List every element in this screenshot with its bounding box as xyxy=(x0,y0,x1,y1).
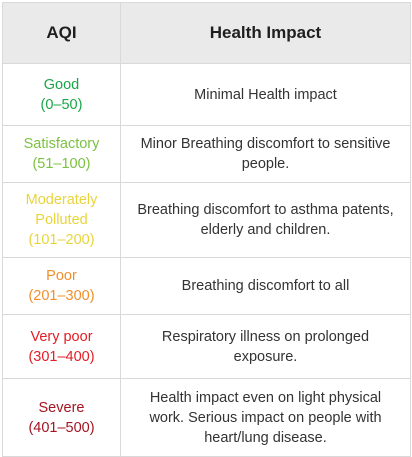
aqi-level-name-line-2: Polluted xyxy=(35,212,88,228)
health-impact-text: Respiratory illness on prolonged exposur… xyxy=(120,314,411,379)
aqi-level-name: Very poor xyxy=(30,328,93,345)
header-aqi: AQI xyxy=(2,2,121,64)
aqi-level-name: Severe xyxy=(38,399,85,416)
health-impact-text: Minor Breathing discomfort to sensitive … xyxy=(120,125,411,183)
aqi-level-range: (101–200) xyxy=(28,232,95,248)
aqi-level-cell: Poor (201–300) xyxy=(2,257,121,315)
table-row-poor: Poor (201–300) Breathing discomfort to a… xyxy=(2,257,411,315)
table-row-very-poor: Very poor (301–400) Respiratory illness … xyxy=(2,314,411,379)
aqi-level-cell: Good (0–50) xyxy=(2,63,121,126)
aqi-level-range: (201–300) xyxy=(28,288,95,304)
health-impact-text: Minimal Health impact xyxy=(120,63,411,126)
header-health-impact: Health Impact xyxy=(120,2,411,64)
health-impact-text: Breathing discomfort to all xyxy=(120,257,411,315)
aqi-level-cell: Very poor (301–400) xyxy=(2,314,121,379)
aqi-level-name-line-1: Moderately xyxy=(25,192,98,208)
aqi-level-range: (0–50) xyxy=(40,96,83,113)
aqi-level-name: Poor xyxy=(46,268,77,284)
table-row-severe: Severe (401–500) Health impact even on l… xyxy=(2,378,411,457)
aqi-level-range: (301–400) xyxy=(28,348,95,365)
table-row-good: Good (0–50) Minimal Health impact xyxy=(2,63,411,126)
table-row-moderately-polluted: Moderately Polluted (101–200) Breathing … xyxy=(2,182,411,258)
aqi-level-range: (401–500) xyxy=(28,419,95,436)
health-impact-text: Health impact even on light physical wor… xyxy=(120,378,411,457)
aqi-level-name: Satisfactory xyxy=(23,136,100,152)
aqi-level-cell: Satisfactory (51–100) xyxy=(2,125,121,183)
header-row: AQI Health Impact xyxy=(2,2,411,64)
aqi-level-cell: Severe (401–500) xyxy=(2,378,121,457)
health-impact-text: Breathing discomfort to asthma patents, … xyxy=(120,182,411,258)
aqi-level-cell: Moderately Polluted (101–200) xyxy=(2,182,121,258)
aqi-level-range: (51–100) xyxy=(32,156,91,172)
aqi-level-name: Good xyxy=(43,76,80,93)
table-row-satisfactory: Satisfactory (51–100) Minor Breathing di… xyxy=(2,125,411,183)
